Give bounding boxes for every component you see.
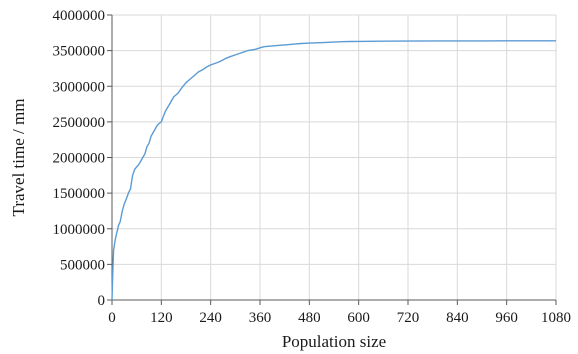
- y-axis-title: Travel time / mm: [9, 99, 28, 217]
- x-tick-label: 480: [298, 310, 321, 326]
- y-tick-label: 2500000: [53, 115, 106, 131]
- x-tick-label: 840: [446, 310, 469, 326]
- series-group: [111, 40, 556, 301]
- x-tick-label: 960: [495, 310, 518, 326]
- y-tick-label: 3500000: [53, 44, 106, 60]
- y-tick-label: 500000: [60, 257, 105, 273]
- y-tick-label: 2000000: [53, 151, 106, 167]
- y-tick-label: 3000000: [53, 79, 106, 95]
- y-tick-label: 0: [98, 293, 106, 309]
- x-tick-label: 360: [249, 310, 272, 326]
- series-line: [111, 40, 556, 301]
- x-tick-label: 0: [108, 310, 116, 326]
- x-tick-label: 600: [347, 310, 370, 326]
- grid: [112, 14, 557, 300]
- y-tick-label: 4000000: [53, 8, 106, 24]
- x-tick-label: 240: [199, 310, 222, 326]
- y-tick-label: 1500000: [53, 186, 106, 202]
- x-tick-label: 1080: [541, 310, 571, 326]
- y-axis-ticks: 0 500000 1000000 1500000 2000000 2500000 30000…: [53, 8, 112, 309]
- x-axis-title: Population size: [282, 332, 386, 351]
- x-tick-label: 720: [397, 310, 420, 326]
- x-tick-label: 120: [150, 310, 173, 326]
- y-tick-label: 1000000: [53, 222, 106, 238]
- x-axis-ticks: 0 120 240 360 480 600 720 840 960 1080: [108, 300, 571, 326]
